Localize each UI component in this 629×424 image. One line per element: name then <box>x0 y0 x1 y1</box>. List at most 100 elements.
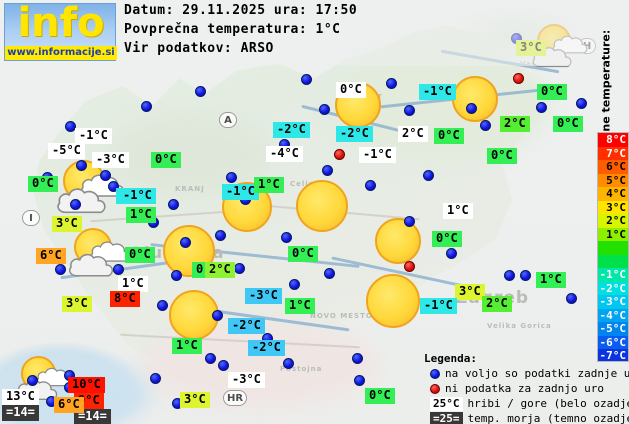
temperature-label: 1°C <box>536 272 566 288</box>
station-marker-available[interactable] <box>365 180 376 191</box>
station-marker-available[interactable] <box>168 199 179 210</box>
station-marker-available[interactable] <box>324 268 335 279</box>
country-marker-a: A <box>219 112 237 128</box>
station-marker-available[interactable] <box>212 310 223 321</box>
station-marker-missing[interactable] <box>404 261 415 272</box>
temperature-deviation-scale: Odstopanje od povprečne temperature: 8°C… <box>579 30 629 362</box>
legend-row-text: na voljo so podatki zadnje ure <box>445 367 629 380</box>
legend-row: ni podatka za zadnjo uro <box>424 381 624 396</box>
sun-icon <box>452 76 498 122</box>
station-marker-available[interactable] <box>27 375 38 386</box>
mountain-temperature-label: -5°C <box>48 143 85 159</box>
scale-cell: -1°C <box>598 268 628 282</box>
logo-url-label: www.informacije.si <box>5 46 117 60</box>
temperature-label: 3°C <box>180 392 210 408</box>
temperature-label: 0°C <box>487 148 517 164</box>
station-marker-available[interactable] <box>566 293 577 304</box>
station-marker-available[interactable] <box>65 121 76 132</box>
station-marker-available[interactable] <box>446 248 457 259</box>
legend-row-text: ni podatka za zadnjo uro <box>445 382 604 395</box>
temperature-label: -1°C <box>420 298 457 314</box>
station-marker-available[interactable] <box>386 78 397 89</box>
sun-icon <box>296 180 348 232</box>
station-marker-available[interactable] <box>108 181 119 192</box>
station-marker-available[interactable] <box>180 237 191 248</box>
station-marker-available[interactable] <box>171 270 182 281</box>
station-marker-missing[interactable] <box>334 149 345 160</box>
legend-row: na voljo so podatki zadnje ure <box>424 366 629 381</box>
station-marker-available[interactable] <box>466 103 477 114</box>
station-marker-available[interactable] <box>281 232 292 243</box>
legend-row-text: hribi / gore (belo ozadje) <box>467 397 629 410</box>
header-data-source: Vir podatkov: ARSO <box>124 41 274 56</box>
logo-wordmark: info <box>17 0 105 46</box>
mountain-temperature-label: -1°C <box>75 128 112 144</box>
station-marker-available[interactable] <box>404 105 415 116</box>
legend-row: 25°C hribi / gore (belo ozadje) <box>424 396 629 411</box>
station-marker-available[interactable] <box>480 120 491 131</box>
station-marker-available[interactable] <box>150 373 161 384</box>
station-marker-missing[interactable] <box>513 73 524 84</box>
temperature-label: 0°C <box>365 388 395 404</box>
sun-icon <box>375 218 421 264</box>
temperature-label: 8°C <box>110 291 140 307</box>
site-logo[interactable]: info www.informacije.si <box>4 0 117 61</box>
scale-cell: -2°C <box>598 281 628 295</box>
scale-cell: -5°C <box>598 322 628 336</box>
temperature-label: 10°C <box>68 377 105 393</box>
station-marker-available[interactable] <box>504 270 515 281</box>
scale-cell: 6°C <box>598 160 628 174</box>
station-marker-available[interactable] <box>520 270 531 281</box>
legend-rows: na voljo so podatki zadnje ure ni podatka… <box>424 366 629 424</box>
station-marker-available[interactable] <box>234 263 245 274</box>
scale-cell: 5°C <box>598 173 628 187</box>
station-marker-available[interactable] <box>55 264 66 275</box>
temperature-label: 3°C <box>455 284 485 300</box>
station-marker-available[interactable] <box>70 199 81 210</box>
station-marker-available[interactable] <box>352 353 363 364</box>
station-marker-available[interactable] <box>141 101 152 112</box>
legend-sea-swatch: =25= <box>430 411 463 424</box>
station-marker-available[interactable] <box>322 165 333 176</box>
cloud-icon <box>66 249 117 280</box>
station-marker-available[interactable] <box>205 353 216 364</box>
station-marker-available[interactable] <box>289 279 300 290</box>
temperature-label: 0°C <box>125 247 155 263</box>
legend-available-dot-icon <box>430 368 440 379</box>
scale-cell: -4°C <box>598 308 628 322</box>
temperature-label: 0°C <box>537 84 567 100</box>
legend-mountain-swatch: 25°C <box>430 396 463 411</box>
temperature-label: -3°C <box>245 288 282 304</box>
station-marker-available[interactable] <box>215 230 226 241</box>
station-marker-available[interactable] <box>157 300 168 311</box>
station-marker-available[interactable] <box>404 216 415 227</box>
station-marker-available[interactable] <box>195 86 206 97</box>
station-marker-available[interactable] <box>76 160 87 171</box>
temperature-label: 3°C <box>62 296 92 312</box>
temperature-label: 0°C <box>288 246 318 262</box>
station-marker-available[interactable] <box>218 360 229 371</box>
temperature-label: -1°C <box>222 184 259 200</box>
station-marker-available[interactable] <box>283 358 294 369</box>
legend-missing-dot-icon <box>430 383 440 394</box>
scale-cell: -3°C <box>598 295 628 309</box>
station-marker-available[interactable] <box>301 74 312 85</box>
sea-temperature-label: =14= <box>2 405 39 421</box>
station-marker-available[interactable] <box>319 104 330 115</box>
station-marker-available[interactable] <box>576 98 587 109</box>
mountain-temperature-label: -4°C <box>266 146 303 162</box>
temperature-label: -1°C <box>419 84 456 100</box>
mountain-temperature-label: -3°C <box>228 372 265 388</box>
station-marker-available[interactable] <box>423 170 434 181</box>
scale-cell: 3°C <box>598 200 628 214</box>
station-marker-available[interactable] <box>100 170 111 181</box>
legend-row: =25= temp. morja (temno ozadje) <box>424 411 629 424</box>
temperature-label: 3°C <box>52 216 82 232</box>
station-marker-available[interactable] <box>113 264 124 275</box>
station-marker-available[interactable] <box>354 375 365 386</box>
station-marker-available[interactable] <box>536 102 547 113</box>
cloud-icon <box>54 183 110 217</box>
station-marker-available[interactable] <box>226 172 237 183</box>
scale-cell: -7°C <box>598 349 628 362</box>
temperature-label: 1°C <box>285 298 315 314</box>
